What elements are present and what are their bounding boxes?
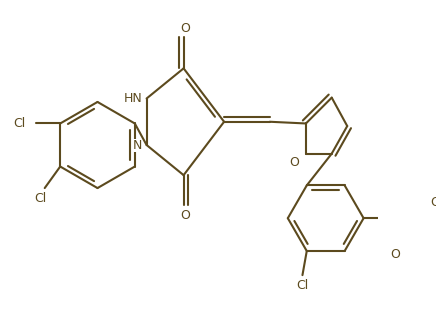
Text: O: O [181, 22, 190, 35]
Text: O: O [289, 156, 299, 169]
Text: O: O [391, 248, 400, 261]
Text: N: N [133, 139, 142, 152]
Text: Cl: Cl [296, 279, 309, 292]
Text: O: O [430, 196, 436, 209]
Text: O: O [181, 209, 190, 222]
Text: HN: HN [123, 92, 142, 105]
Text: Cl: Cl [14, 117, 26, 130]
Text: Cl: Cl [34, 192, 47, 205]
